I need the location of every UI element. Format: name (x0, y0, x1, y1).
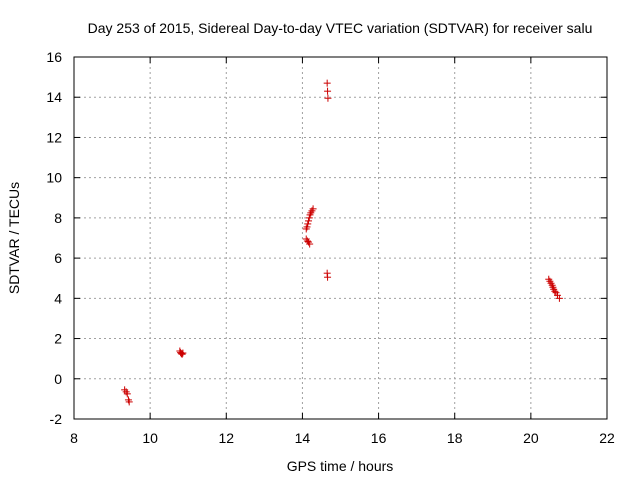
data-point (324, 273, 332, 281)
y-axis-label: SDTVAR / TECUs (6, 182, 22, 294)
data-point (177, 350, 185, 358)
data-point (305, 214, 313, 222)
x-tick-label: 10 (142, 430, 158, 446)
data-point (305, 217, 313, 225)
y-tick-label: 12 (46, 129, 62, 145)
data-point (123, 390, 131, 398)
data-point (324, 94, 332, 102)
y-tick-label: 16 (46, 49, 62, 65)
y-tick-label: 14 (46, 89, 62, 105)
chart-title: Day 253 of 2015, Sidereal Day-to-day VTE… (88, 20, 593, 36)
data-point (309, 205, 317, 213)
x-tick-label: 16 (371, 430, 387, 446)
data-point (178, 350, 186, 358)
data-point (304, 220, 312, 228)
x-tick-label: 14 (295, 430, 311, 446)
data-point (324, 87, 332, 95)
data-point (555, 294, 563, 302)
data-points (121, 79, 563, 406)
y-tick-label: 0 (54, 371, 62, 387)
x-tick-label: 22 (599, 430, 615, 446)
y-tick-label: -2 (50, 411, 63, 427)
plot-border (73, 56, 608, 420)
data-point (125, 398, 133, 406)
data-point (551, 287, 559, 295)
x-tick-label: 12 (218, 430, 234, 446)
y-tick-label: 8 (54, 210, 62, 226)
x-tick-label: 8 (70, 430, 78, 446)
x-axis-label: GPS time / hours (287, 458, 394, 474)
data-point (303, 223, 311, 231)
data-point (306, 240, 314, 248)
y-tick-label: 6 (54, 250, 62, 266)
y-tick-label: 4 (54, 290, 62, 306)
data-point (323, 79, 331, 87)
grid-lines (74, 57, 607, 419)
data-point (179, 349, 187, 357)
x-tick-label: 18 (447, 430, 463, 446)
tick-labels: 8 10 12 14 16 18 20 22 -2 0 2 4 6 8 10 12 14 16 (46, 49, 615, 446)
x-tick-label: 20 (523, 430, 539, 446)
y-tick-label: 10 (46, 170, 62, 186)
y-tick-label: 2 (54, 331, 62, 347)
